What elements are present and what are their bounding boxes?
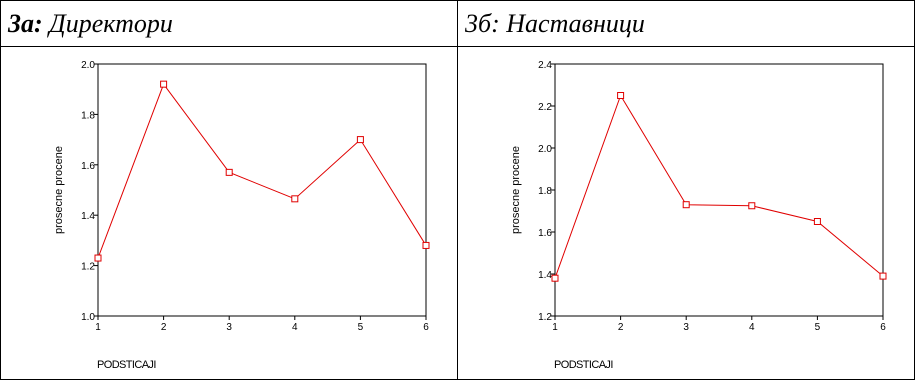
x-tick-label: 2 <box>618 322 624 333</box>
y-tick-label: 1.0 <box>81 312 95 323</box>
y-tick-label: 1.6 <box>81 161 95 172</box>
x-tick-label: 4 <box>749 322 755 333</box>
chart-teachers: 1.2 1.4 1.6 1.8 2.0 2.2 2.4 1 2 3 4 5 6 prosecne proc… <box>510 60 887 371</box>
y-axis-label: prosecne procene <box>53 146 65 234</box>
series-line <box>554 94 884 279</box>
data-point-marker <box>94 254 102 262</box>
y-tick-label: 1.4 <box>538 270 552 281</box>
x-tick-label: 6 <box>423 322 429 333</box>
data-point-marker <box>160 80 168 88</box>
x-tick-label: 3 <box>683 322 689 333</box>
panel-title-text: Директори <box>42 9 173 38</box>
panel-title-teachers: 3б: Наставници <box>465 7 645 41</box>
y-tick-label: 1.4 <box>81 211 95 222</box>
data-point-marker <box>225 168 233 176</box>
title-row-divider <box>0 46 915 47</box>
x-tick-label: 3 <box>226 322 232 333</box>
panel-title-colon: : <box>491 9 500 38</box>
y-tick-label: 2.4 <box>538 60 552 71</box>
x-tick-label: 1 <box>552 322 558 333</box>
plot-frame <box>97 63 427 317</box>
x-axis-label: PODSTICAJI <box>97 359 156 371</box>
data-point-marker <box>879 272 887 280</box>
y-tick-label: 1.6 <box>538 228 552 239</box>
y-tick-label: 1.8 <box>81 110 95 121</box>
panel-title-number: 3б <box>465 9 492 38</box>
x-tick-label: 4 <box>292 322 298 333</box>
chart-directors: 1.0 1.2 1.4 1.6 1.8 2.0 1 2 3 4 5 6 prosecne procene… <box>53 60 430 371</box>
panel-title-text: Наставници <box>499 9 645 38</box>
x-axis-label: PODSTICAJI <box>554 359 613 371</box>
data-point-marker <box>422 241 430 249</box>
x-tick-label: 5 <box>358 322 364 333</box>
panel-title-directors: 3а: Директори <box>8 7 173 41</box>
data-point-marker <box>748 202 756 210</box>
cell-divider <box>457 0 458 380</box>
y-axis-label: prosecne procene <box>510 146 522 234</box>
data-point-marker <box>813 218 821 225</box>
series-line <box>97 83 427 259</box>
y-tick-label: 2.0 <box>538 144 552 155</box>
data-point-marker <box>551 274 559 282</box>
x-tick-label: 2 <box>161 322 167 333</box>
panel-title-number: 3а <box>8 9 34 38</box>
data-point-marker <box>617 92 625 99</box>
data-point-marker <box>682 201 690 209</box>
x-tick-label: 6 <box>880 322 886 333</box>
plot-frame <box>554 63 884 317</box>
y-tick-label: 1.2 <box>538 312 552 323</box>
data-point-marker <box>291 195 299 203</box>
y-tick-label: 1.2 <box>81 262 95 273</box>
panel-title-colon: : <box>34 9 43 38</box>
y-tick-label: 2.0 <box>81 60 95 71</box>
y-tick-label: 1.8 <box>538 186 552 197</box>
x-tick-label: 1 <box>95 322 101 333</box>
data-point-marker <box>356 136 364 144</box>
x-tick-label: 5 <box>815 322 821 333</box>
y-tick-label: 2.2 <box>538 102 552 113</box>
